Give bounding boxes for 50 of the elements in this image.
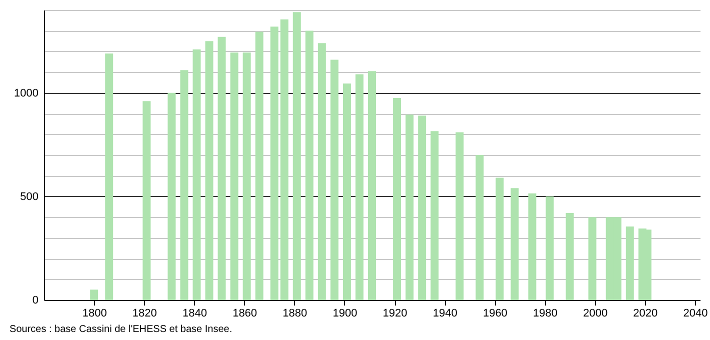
- source-note: Sources : base Cassini de l'EHESS et base Insee.: [10, 324, 232, 335]
- bar: [355, 74, 364, 300]
- bar: [218, 36, 226, 300]
- x-tick-label: 1960: [482, 308, 508, 320]
- bar: [230, 52, 238, 300]
- bar: [588, 217, 596, 300]
- bar: [330, 60, 338, 300]
- bar: [566, 213, 574, 300]
- bar: [546, 196, 554, 300]
- bar: [496, 178, 504, 300]
- bar: [142, 101, 151, 300]
- bar: [418, 116, 426, 300]
- y-tick-label: 0: [32, 294, 38, 306]
- x-tick-label: 1920: [382, 308, 408, 320]
- bar: [456, 132, 464, 300]
- bar: [510, 188, 519, 300]
- y-tick-label: 500: [20, 190, 38, 203]
- x-tick-label: 1980: [533, 308, 558, 320]
- x-tick-label: 1860: [232, 308, 258, 320]
- bar: [406, 114, 414, 300]
- bar: [393, 98, 402, 300]
- x-tick-label: 1800: [82, 308, 107, 320]
- bar: [105, 54, 114, 300]
- bar: [90, 290, 98, 300]
- bar: [255, 32, 264, 300]
- y-tick-label: 1000: [14, 87, 38, 100]
- x-tick-label: 1820: [132, 308, 157, 320]
- bar: [626, 226, 634, 300]
- bar: [205, 41, 214, 300]
- bar: [180, 70, 188, 300]
- x-tick-label: 2000: [583, 308, 608, 320]
- bar: [528, 193, 536, 300]
- bar: [430, 131, 439, 300]
- x-tick-label: 1940: [432, 308, 458, 320]
- x-tick-label: 1840: [182, 308, 207, 320]
- bar: [305, 30, 314, 300]
- bar: [342, 84, 351, 300]
- x-tick-label: 2020: [633, 308, 658, 320]
- bar: [318, 43, 326, 300]
- bar: [192, 49, 201, 300]
- bar: [476, 155, 484, 300]
- bar: [168, 92, 176, 300]
- x-tick-label: 2040: [683, 308, 708, 320]
- bar: [242, 52, 251, 300]
- bar: [368, 71, 376, 300]
- bar: [280, 19, 288, 300]
- x-tick-label: 1880: [282, 308, 308, 320]
- bar: [270, 26, 278, 300]
- bar: [292, 12, 301, 300]
- x-tick-label: 1900: [332, 308, 358, 320]
